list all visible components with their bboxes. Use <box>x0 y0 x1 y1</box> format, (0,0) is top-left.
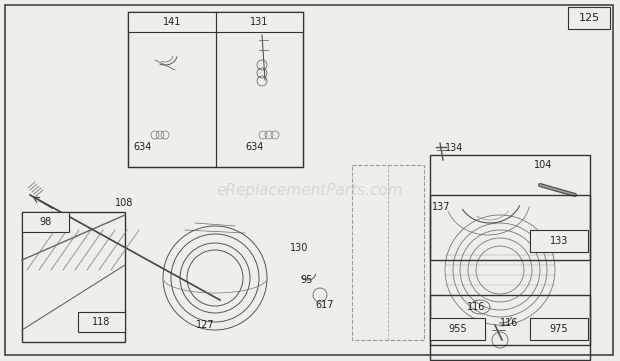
Bar <box>22 212 69 232</box>
Text: eReplacementParts.com: eReplacementParts.com <box>216 183 404 198</box>
Bar <box>430 318 485 340</box>
Text: 975: 975 <box>550 324 569 334</box>
Text: 133: 133 <box>550 236 568 246</box>
Bar <box>530 318 588 340</box>
Bar <box>430 295 590 360</box>
Text: 118: 118 <box>92 317 111 327</box>
Bar <box>530 230 588 252</box>
Text: 134: 134 <box>445 143 463 153</box>
Text: 125: 125 <box>578 13 600 23</box>
Bar <box>216 12 303 32</box>
Text: 104: 104 <box>534 160 552 170</box>
Text: 955: 955 <box>448 324 467 334</box>
Text: 124: 124 <box>25 220 43 230</box>
Text: 116: 116 <box>467 302 485 312</box>
Bar <box>352 165 424 340</box>
Text: 137: 137 <box>432 202 451 212</box>
Text: 617: 617 <box>315 300 334 310</box>
Text: 634: 634 <box>245 142 264 152</box>
Bar <box>128 12 216 167</box>
Bar <box>568 7 610 29</box>
Text: 116: 116 <box>500 318 518 328</box>
Bar <box>216 12 303 167</box>
Text: 634: 634 <box>133 142 151 152</box>
Text: 127: 127 <box>196 320 215 330</box>
Text: 98: 98 <box>40 217 51 227</box>
Bar <box>430 155 590 260</box>
Bar <box>22 212 125 342</box>
Text: 108: 108 <box>115 198 133 208</box>
Bar <box>128 12 303 167</box>
Bar <box>78 312 125 332</box>
Text: 131: 131 <box>250 17 268 27</box>
Text: 95: 95 <box>300 275 312 285</box>
Bar <box>430 195 590 345</box>
Bar <box>128 12 216 32</box>
Text: 141: 141 <box>163 17 181 27</box>
Text: 130: 130 <box>290 243 308 253</box>
